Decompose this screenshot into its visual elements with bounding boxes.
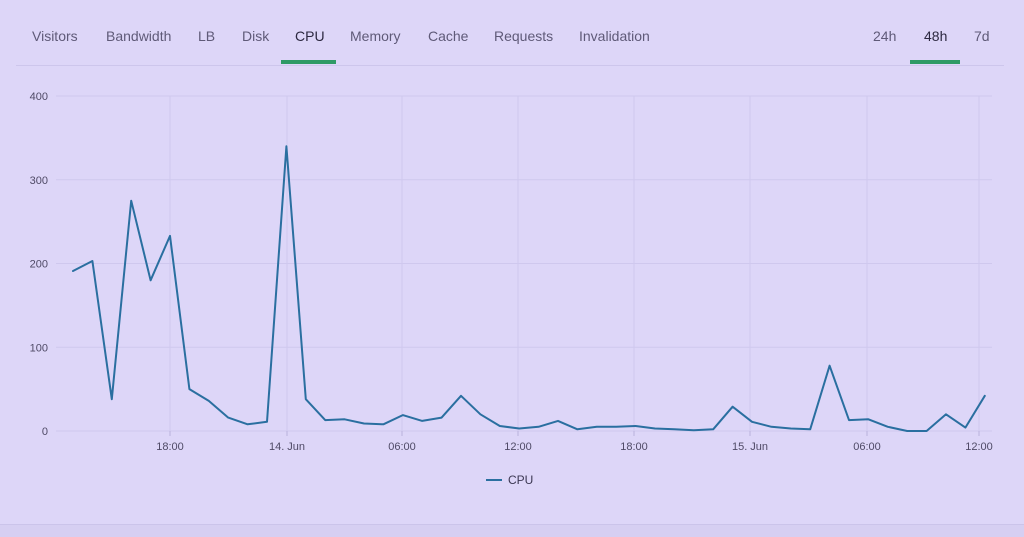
range-tab-24h[interactable]: 24h: [873, 28, 897, 44]
y-axis: 0 100 200 300 400: [30, 91, 48, 438]
cpu-series-line: [72, 145, 986, 432]
y-tick-label: 0: [42, 426, 48, 438]
x-tick-label: 06:00: [853, 441, 881, 453]
active-metric-indicator: [281, 60, 336, 64]
range-tab-7d[interactable]: 7d: [974, 28, 990, 44]
cpu-chart-panel: Visitors Bandwidth LB Disk CPU Memory Ca…: [0, 0, 1024, 525]
tabs-divider: [16, 65, 1004, 66]
x-tick-label: 14. Jun: [269, 441, 305, 453]
active-range-indicator: [910, 60, 960, 64]
y-tick-label: 100: [30, 342, 48, 354]
y-tick-label: 400: [30, 91, 48, 103]
tab-disk[interactable]: Disk: [242, 28, 270, 44]
range-tab-48h[interactable]: 48h: [924, 28, 948, 44]
y-tick-label: 300: [30, 175, 48, 187]
tab-lb[interactable]: LB: [198, 28, 216, 44]
x-tick-label: 15. Jun: [732, 441, 768, 453]
x-tick-label: 12:00: [965, 441, 993, 453]
x-axis: 18:00 14. Jun 06:00 12:00 18:00 15. Jun 06:00 1…: [156, 441, 993, 453]
x-tick-label: 18:00: [620, 441, 648, 453]
legend-label-cpu: CPU: [508, 473, 533, 487]
x-tick-label: 12:00: [504, 441, 532, 453]
x-tick-label: 18:00: [156, 441, 184, 453]
chart-grid: [56, 95, 992, 436]
tab-cpu[interactable]: CPU: [295, 28, 325, 44]
tab-memory[interactable]: Memory: [350, 28, 401, 44]
panel-bottom-edge: [0, 524, 1024, 537]
y-tick-label: 200: [30, 259, 48, 271]
x-tick-label: 06:00: [388, 441, 416, 453]
metric-tabs: Visitors Bandwidth LB Disk CPU Memory Ca…: [0, 0, 1024, 66]
tab-bandwidth[interactable]: Bandwidth: [106, 28, 172, 44]
tab-visitors[interactable]: Visitors: [32, 28, 78, 44]
tab-cache[interactable]: Cache: [428, 28, 469, 44]
tab-requests[interactable]: Requests: [494, 28, 554, 44]
chart-legend[interactable]: CPU: [486, 473, 533, 487]
tab-invalidation[interactable]: Invalidation: [579, 28, 650, 44]
